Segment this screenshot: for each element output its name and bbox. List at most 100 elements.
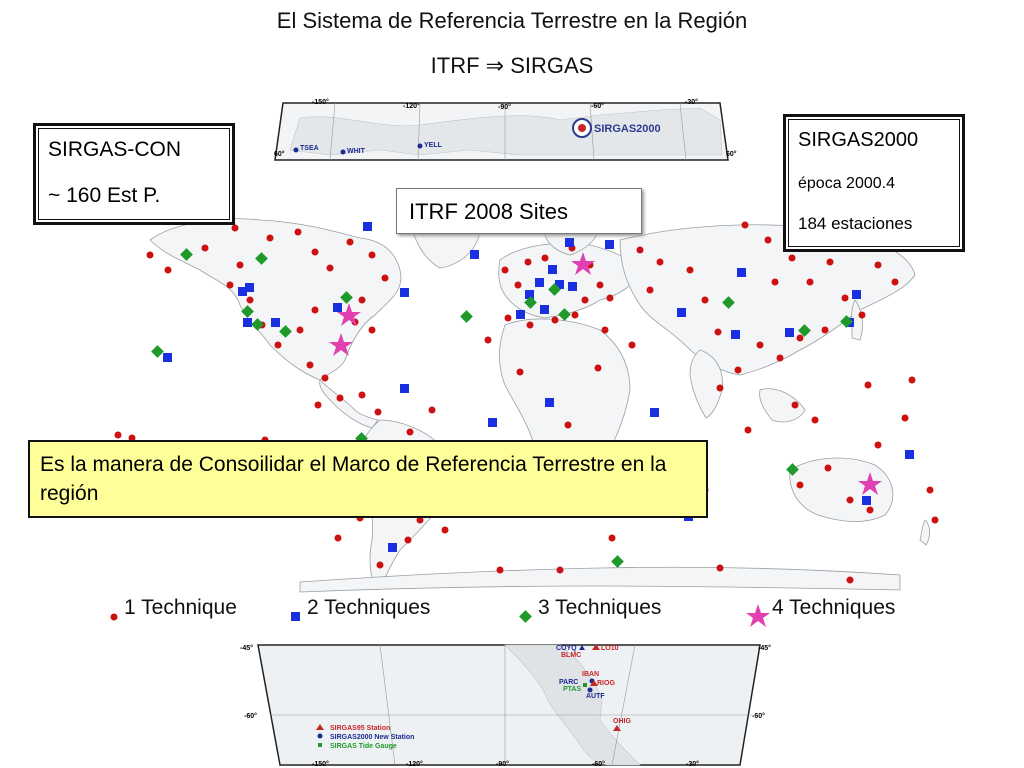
sirgas2000-epoch: época 2000.4	[798, 175, 895, 192]
site-diamond	[340, 291, 353, 304]
bottom-inset-lat-label: -60°	[752, 712, 765, 720]
sirgas2000-box: SIRGAS2000 época 2000.4 184 estaciones	[783, 114, 965, 252]
site-dot	[406, 428, 414, 436]
site-dot	[236, 261, 244, 269]
site-dot	[714, 328, 722, 336]
site-square	[605, 240, 614, 249]
inset-legend-label: SIRGAS95 Station	[330, 725, 390, 732]
site-dot	[874, 441, 882, 449]
site-star	[329, 333, 353, 356]
site-dot	[376, 561, 384, 569]
site-square	[516, 310, 525, 319]
site-square	[245, 283, 254, 292]
slide-subtitle: ITRF ⇒ SIRGAS	[430, 53, 594, 78]
site-square	[862, 496, 871, 505]
world-land	[149, 212, 931, 593]
itrf-sites-label: ITRF 2008 Sites	[396, 188, 642, 234]
site-dot	[826, 258, 834, 266]
bottom-inset-lat-label: -45°	[240, 644, 253, 652]
site-square	[852, 290, 861, 299]
station-label: YELL	[424, 142, 443, 149]
site-dot	[866, 506, 874, 514]
site-dot	[581, 296, 589, 304]
site-dot	[226, 281, 234, 289]
station-label: WHIT	[347, 148, 366, 155]
site-dot	[496, 566, 504, 574]
site-square	[363, 222, 372, 231]
inset-legend-circle-icon	[317, 733, 323, 739]
sirgas-con-stations: ~ 160 Est P.	[48, 184, 161, 207]
site-dot	[314, 401, 322, 409]
site-square	[555, 280, 564, 289]
site-square	[243, 318, 252, 327]
site-dot	[931, 516, 939, 524]
site-dot	[306, 361, 314, 369]
inset-legend-label: SIRGAS Tide Gauge	[330, 743, 397, 750]
site-dot	[266, 234, 274, 242]
site-dot	[164, 266, 172, 274]
bottom-inset-map: -45° -45° -60° -60° -150° -120° -90° -60…	[240, 644, 771, 768]
legend-label-four: 4 Techniques	[772, 596, 896, 619]
site-dot	[788, 254, 796, 262]
top-inset-lon-label: -60°	[591, 102, 604, 110]
site-dot	[514, 281, 522, 289]
site-dot	[346, 238, 354, 246]
site-dot	[294, 228, 302, 236]
legend-label-two: 2 Techniques	[307, 596, 431, 619]
site-dot	[686, 266, 694, 274]
legend-diamond-icon	[519, 610, 532, 623]
site-dot	[326, 264, 334, 272]
top-inset-lat-label: 60°	[274, 150, 285, 158]
site-dot	[596, 281, 604, 289]
site-dot	[771, 278, 779, 286]
inset-legend-label: SIRGAS2000 New Station	[330, 734, 414, 741]
site-square	[333, 303, 342, 312]
site-diamond	[151, 345, 164, 358]
site-dot	[608, 534, 616, 542]
site-dot	[846, 496, 854, 504]
station-marker	[613, 725, 621, 731]
bottom-inset-lon-label: -30°	[686, 760, 699, 768]
itrf-sites-text: ITRF 2008 Sites	[409, 199, 568, 224]
site-dot	[311, 248, 319, 256]
station-label: COYQ	[556, 645, 577, 652]
site-dot	[128, 434, 136, 442]
site-star	[337, 303, 361, 326]
site-square	[271, 318, 280, 327]
site-square	[238, 287, 247, 296]
site-dot	[524, 258, 532, 266]
site-dot	[656, 258, 664, 266]
legend-label-one: 1 Technique	[124, 596, 237, 619]
station-marker	[340, 149, 346, 155]
station-marker	[293, 147, 299, 153]
station-label: TSEA	[300, 145, 319, 152]
site-dot	[484, 336, 492, 344]
bottom-inset-lon-label: -90°	[496, 760, 509, 768]
station-label: PTAS	[563, 686, 581, 693]
site-diamond	[241, 305, 254, 318]
site-dot	[741, 221, 749, 229]
station-label: IBAN	[582, 671, 599, 678]
four-technique-sites	[329, 252, 882, 495]
site-dot	[594, 364, 602, 372]
bottom-inset-lon-label: -120°	[406, 760, 423, 768]
site-square	[388, 543, 397, 552]
site-dot	[114, 431, 122, 439]
bottom-inset-lon-label: -150°	[312, 760, 329, 768]
station-label: PARC	[559, 679, 578, 686]
site-dot	[368, 251, 376, 259]
site-dot	[756, 341, 764, 349]
top-inset-lon-label: -120°	[403, 102, 420, 110]
site-dot	[734, 366, 742, 374]
site-dot	[336, 394, 344, 402]
site-dot	[311, 306, 319, 314]
bottom-inset-lat-label: -45°	[758, 644, 771, 652]
site-dot	[358, 296, 366, 304]
site-dot	[901, 414, 909, 422]
site-diamond	[251, 318, 264, 331]
site-square	[650, 408, 659, 417]
top-inset-lon-label: -30°	[685, 98, 698, 106]
site-dot	[841, 294, 849, 302]
site-dot	[908, 376, 916, 384]
site-square	[737, 268, 746, 277]
